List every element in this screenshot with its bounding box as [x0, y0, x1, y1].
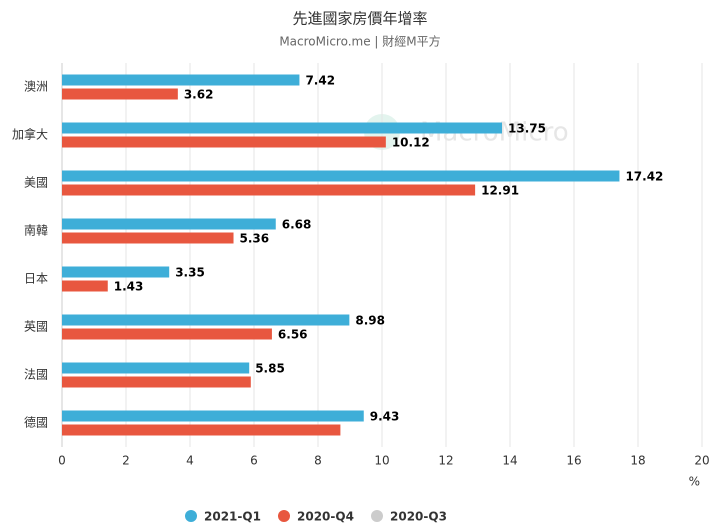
bar — [62, 232, 234, 244]
y-tick-label: 英國 — [24, 320, 48, 334]
value-label: 1.43 — [114, 280, 144, 294]
y-tick-label: 南韓 — [24, 223, 48, 238]
value-label: 6.56 — [278, 328, 308, 342]
value-label: 12.91 — [481, 184, 519, 198]
value-label: 5.36 — [240, 232, 270, 246]
bar — [62, 328, 272, 340]
bar — [62, 376, 251, 388]
y-tick-label: 美國 — [24, 176, 48, 190]
value-label: 9.43 — [370, 410, 400, 424]
legend-label[interactable]: 2020-Q4 — [297, 510, 354, 524]
x-tick-label: 18 — [630, 454, 645, 468]
chart-title: 先進國家房價年增率 — [292, 10, 427, 28]
value-label: 3.35 — [175, 266, 205, 280]
legend-marker[interactable] — [185, 510, 197, 522]
legend-marker[interactable] — [278, 510, 290, 522]
value-label: 13.75 — [508, 122, 546, 136]
x-tick-label: 14 — [502, 454, 517, 468]
value-label: 10.12 — [392, 136, 430, 150]
value-label: 8.98 — [355, 314, 385, 328]
value-label: 3.62 — [184, 88, 214, 102]
y-tick-label: 澳洲 — [24, 80, 48, 94]
x-tick-label: 4 — [186, 454, 194, 468]
y-tick-label: 日本 — [24, 272, 48, 286]
x-axis-label: % — [689, 475, 700, 489]
value-label: 7.42 — [305, 74, 335, 88]
bar — [62, 218, 276, 230]
bar — [62, 74, 300, 86]
x-tick-label: 10 — [374, 454, 389, 468]
y-tick-label: 法國 — [24, 368, 48, 382]
x-tick-label: 0 — [58, 454, 66, 468]
bar — [62, 170, 620, 182]
bar — [62, 362, 250, 374]
x-tick-label: 20 — [694, 454, 709, 468]
legend-marker[interactable] — [371, 510, 383, 522]
x-tick-label: 2 — [122, 454, 130, 468]
x-tick-label: 8 — [314, 454, 322, 468]
bar — [62, 410, 364, 422]
legend-label[interactable]: 2021-Q1 — [204, 510, 261, 524]
bar — [62, 424, 341, 436]
value-label: 5.85 — [255, 362, 285, 376]
x-tick-label: 12 — [438, 454, 453, 468]
bar — [62, 280, 108, 292]
chart-subtitle: MacroMicro.me | 財經M平方 — [279, 34, 440, 49]
y-tick-label: 加拿大 — [12, 127, 48, 142]
value-label: 17.42 — [625, 170, 663, 184]
bar — [62, 122, 502, 134]
bar — [62, 184, 476, 196]
bar — [62, 88, 178, 100]
x-tick-label: 16 — [566, 454, 581, 468]
legend-label[interactable]: 2020-Q3 — [390, 510, 447, 524]
bar — [62, 136, 386, 148]
bar — [62, 314, 350, 326]
y-tick-label: 德國 — [24, 415, 48, 430]
x-tick-label: 6 — [250, 454, 258, 468]
bar — [62, 266, 170, 278]
value-label: 6.68 — [282, 218, 312, 232]
